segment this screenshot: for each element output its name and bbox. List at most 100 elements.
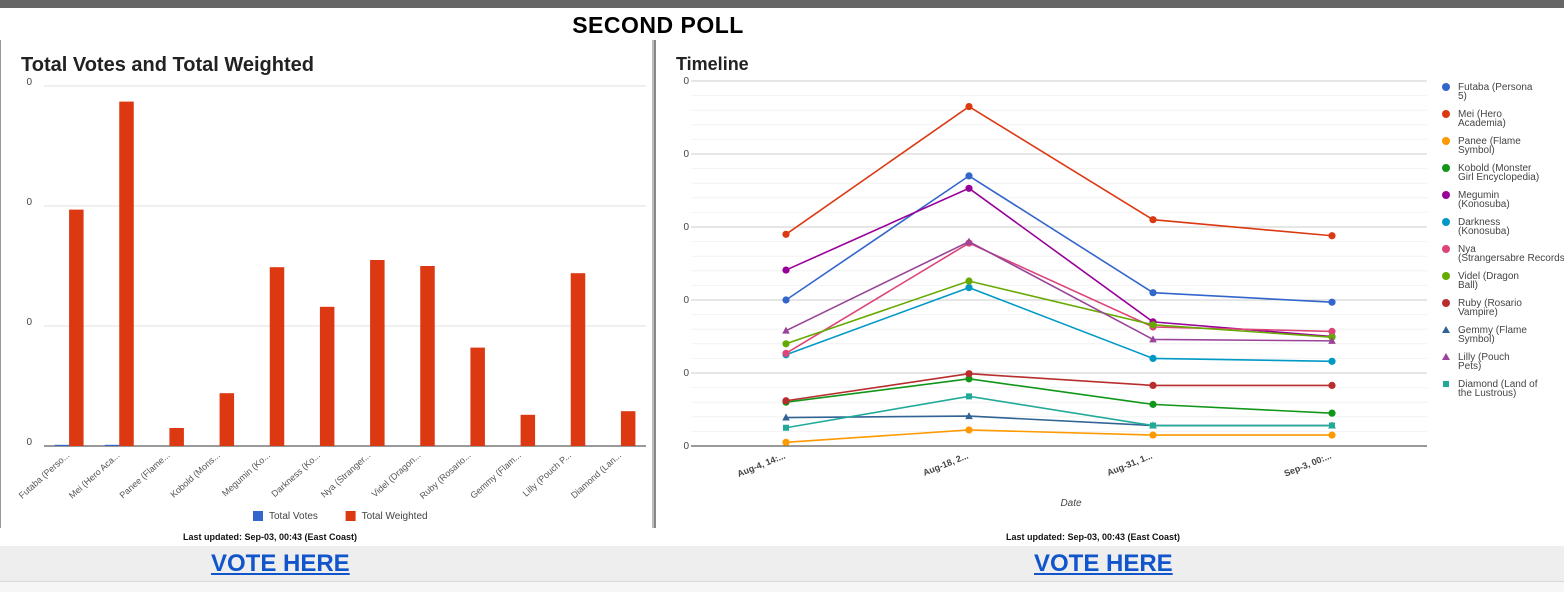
data-point	[1149, 400, 1157, 408]
series-line	[785, 286, 1333, 363]
x-tick-label: Darkness (Ko...	[269, 450, 322, 499]
bottom-strip	[0, 581, 1564, 592]
top-bar	[0, 0, 1564, 8]
x-tick-label: Panee (Flame...	[117, 450, 171, 500]
data-point	[1328, 409, 1336, 417]
legend-swatch	[1442, 218, 1450, 226]
bar	[319, 306, 335, 446]
legend-swatch	[1442, 164, 1450, 172]
data-point	[1328, 298, 1336, 306]
data-point	[965, 426, 973, 434]
legend-swatch	[1442, 299, 1450, 307]
data-point	[1328, 336, 1336, 344]
timeline-chart-panel: Timeline 0 0 0 0 0 0 Aug-4, 14:... Aug-18, 2...…	[654, 40, 1564, 528]
series-line	[785, 280, 1333, 345]
data-point	[1149, 381, 1157, 390]
data-point	[965, 184, 973, 192]
series-line	[785, 372, 1332, 402]
timeline-chart: 0 0 0 0 0 0 Aug-4, 14:... Aug-18, 2... Aug-31, 1…	[683, 76, 1564, 509]
x-tick-label: Mei (Hero Aca...	[67, 450, 122, 501]
y-tick-label: 0	[26, 317, 32, 328]
x-tick-label: Lilly (Pouch P...	[521, 450, 573, 498]
data-point	[1329, 422, 1335, 429]
data-point	[782, 438, 790, 446]
series-line	[785, 395, 1332, 429]
y-tick-label: 0	[26, 437, 32, 448]
vote-here-link-right[interactable]: VOTE HERE	[1034, 550, 1173, 577]
data-point	[965, 375, 973, 383]
x-tick-label: Nya (Stranger...	[319, 450, 373, 500]
data-point	[783, 424, 789, 431]
data-point	[782, 230, 790, 238]
legend-label: Total Votes	[269, 511, 318, 522]
data-point	[1328, 431, 1336, 439]
legend-swatch	[1442, 110, 1450, 118]
legend-swatch	[1442, 83, 1450, 91]
data-point	[1328, 327, 1336, 335]
legend-label: Futaba (Persona 5)	[1458, 82, 1533, 102]
legend-label: Videl (Dragon Ball)	[1458, 271, 1519, 291]
y-tick-label: 0	[26, 197, 32, 208]
bar	[520, 414, 536, 446]
bar-chart: 0 0 0 0 Futaba (Perso...Mei (Hero Aca...Pane…	[17, 77, 646, 522]
legend-swatch	[1442, 137, 1450, 145]
vote-here-link-left[interactable]: VOTE HERE	[211, 550, 350, 577]
data-point	[1149, 354, 1157, 362]
bar	[269, 267, 285, 446]
bar	[470, 347, 485, 446]
vote-band	[0, 546, 1564, 581]
panel-divider	[652, 40, 654, 528]
x-tick-label: Aug-4, 14:...	[736, 451, 787, 479]
series-line	[785, 240, 1333, 342]
data-point	[1149, 321, 1157, 329]
data-point	[1149, 335, 1157, 343]
legend-swatch	[1442, 272, 1450, 280]
data-point	[1150, 422, 1156, 429]
series-line	[785, 415, 1332, 427]
bar	[420, 266, 435, 446]
data-point	[965, 277, 973, 285]
legend-label: Darkness (Konosuba)	[1458, 217, 1510, 237]
x-tick-label: Megumin (Ko...	[220, 450, 272, 498]
data-point	[965, 172, 973, 180]
series-line	[785, 378, 1333, 414]
legend-label: Lilly (Pouch Pets)	[1458, 352, 1510, 372]
series-line	[785, 429, 1332, 444]
x-tick-label: Videl (Dragon...	[370, 450, 423, 499]
data-point	[782, 266, 790, 274]
bar	[570, 273, 586, 446]
bar	[119, 101, 134, 446]
x-tick-label: Diamond (Lan...	[569, 450, 623, 500]
legend-swatch	[345, 511, 356, 521]
y-tick-label: 0	[683, 441, 689, 452]
bar	[104, 444, 120, 446]
legend-swatch	[1442, 326, 1450, 333]
y-tick-label: 0	[683, 368, 689, 379]
data-point	[1328, 357, 1336, 365]
data-point	[782, 349, 790, 357]
legend-label: Gemmy (Flame Symbol)	[1458, 325, 1527, 345]
x-tick-label: Ruby (Rosario...	[418, 450, 473, 501]
bar	[219, 393, 235, 446]
timeline-chart-title: Timeline	[676, 54, 749, 74]
x-tick-label: Futaba (Perso...	[17, 450, 72, 501]
legend-label: Nya(Strangersabre Records 2)	[1458, 244, 1564, 264]
y-tick-label: 0	[683, 76, 689, 87]
legend-swatch	[253, 511, 263, 521]
legend-swatch	[1443, 381, 1449, 387]
legend-label: Kobold (Monster Girl Encyclopedia)	[1458, 163, 1539, 183]
data-point	[782, 326, 790, 334]
legend-swatch	[1442, 245, 1450, 253]
legend-swatch	[1442, 353, 1450, 360]
data-point	[782, 296, 790, 304]
data-point	[965, 102, 973, 111]
data-point	[965, 237, 973, 245]
last-updated-left: Last updated: Sep-03, 00:43 (East Coast)	[183, 532, 358, 542]
series-line	[785, 174, 1333, 303]
legend-label: Mei (Hero Academia)	[1458, 109, 1506, 129]
data-point	[1149, 216, 1157, 224]
x-axis-label: Date	[1060, 498, 1082, 509]
bar-chart-title: Total Votes and Total Weighted	[21, 54, 314, 76]
x-tick-label: Gemmy (Flam...	[468, 450, 523, 501]
legend-label: Megumin (Konosuba)	[1458, 190, 1510, 210]
